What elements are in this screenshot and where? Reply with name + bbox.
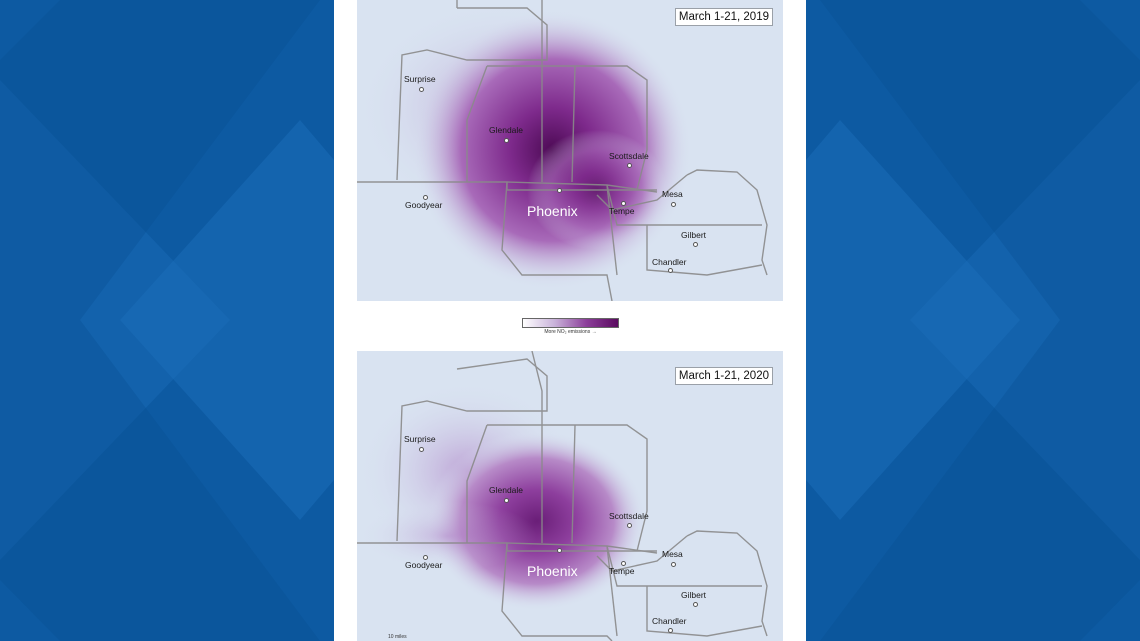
- city-marker: [419, 87, 424, 92]
- map-2020: March 1-21, 2020 Surprise Glendale Scott…: [357, 351, 783, 641]
- city-label-glendale: Glendale: [489, 125, 524, 135]
- city-label-glendale: Glendale: [489, 485, 524, 495]
- city-label-mesa: Mesa: [662, 549, 683, 559]
- city-label-surprise: Surprise: [404, 434, 436, 444]
- city-label-surprise: Surprise: [404, 74, 436, 84]
- city-marker: [668, 268, 673, 273]
- city-marker: [693, 602, 698, 607]
- city-label-goodyear: Goodyear: [405, 560, 443, 570]
- city-label-scottsdale: Scottsdale: [609, 151, 649, 161]
- city-marker: [423, 195, 428, 200]
- emission-heatmap: [357, 351, 783, 641]
- city-label-chandler: Chandler: [652, 616, 687, 626]
- city-label-goodyear: Goodyear: [405, 200, 443, 210]
- city-label-gilbert: Gilbert: [681, 230, 707, 240]
- city-label-mesa: Mesa: [662, 189, 683, 199]
- emissions-legend-bar: [522, 318, 619, 328]
- city-label-phoenix: Phoenix: [527, 203, 578, 219]
- emission-heatmap: [357, 0, 783, 301]
- city-marker: [557, 548, 562, 553]
- date-label: March 1-21, 2020: [674, 367, 773, 385]
- city-marker: [668, 628, 673, 633]
- city-marker: [557, 188, 562, 193]
- city-marker: [504, 498, 509, 503]
- city-label-tempe: Tempe: [609, 566, 635, 576]
- city-marker: [627, 523, 632, 528]
- city-label-tempe: Tempe: [609, 206, 635, 216]
- city-marker: [419, 447, 424, 452]
- city-marker: [693, 242, 698, 247]
- city-marker: [621, 201, 626, 206]
- emissions-legend-label: More NO₂ emissions →: [544, 329, 597, 335]
- city-marker: [423, 555, 428, 560]
- city-label-chandler: Chandler: [652, 257, 687, 267]
- city-marker: [504, 138, 509, 143]
- city-marker: [671, 202, 676, 207]
- city-label-phoenix: Phoenix: [527, 563, 578, 579]
- date-label: March 1-21, 2019: [674, 8, 773, 26]
- scale-bar-label: 10 miles: [388, 634, 407, 640]
- city-marker: [671, 562, 676, 567]
- city-label-scottsdale: Scottsdale: [609, 511, 649, 521]
- city-label-gilbert: Gilbert: [681, 590, 707, 600]
- map-2019: March 1-21, 2019 Surprise Glendale Scott…: [357, 0, 783, 301]
- city-marker: [621, 561, 626, 566]
- city-marker: [627, 163, 632, 168]
